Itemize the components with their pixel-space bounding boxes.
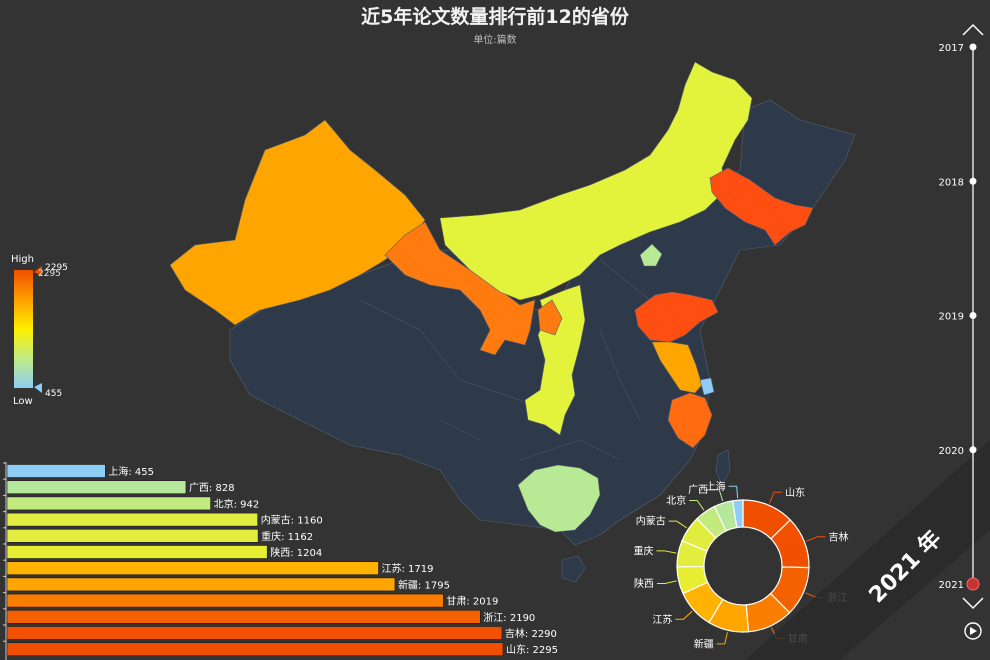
- play-icon[interactable]: [970, 627, 977, 635]
- donut-leader-line: [668, 520, 687, 529]
- timeline-label-2017[interactable]: 2017: [939, 43, 964, 54]
- timeline[interactable]: 2017 2018 2019 2020 2021: [939, 23, 984, 640]
- bar-陕西[interactable]: [6, 545, 268, 559]
- map-region-zhejiang: [667, 392, 713, 449]
- donut-leader-line: [768, 491, 783, 504]
- map-region-beijing: [639, 243, 663, 267]
- donut-leader-line: [656, 550, 677, 554]
- map-region-guangxi: [517, 464, 601, 533]
- visual-map-min-handle-icon[interactable]: [34, 383, 42, 393]
- map-region-shaanxi: [524, 284, 586, 436]
- map-region-ningxia: [537, 299, 563, 336]
- timeline-next-icon[interactable]: [962, 597, 984, 610]
- play-button-circle[interactable]: [964, 622, 982, 640]
- bar-江苏[interactable]: [6, 561, 379, 576]
- bar-山东[interactable]: [6, 642, 504, 657]
- donut-label-内蒙古: 内蒙古: [636, 515, 666, 528]
- donut-label-上海: 上海: [706, 480, 726, 493]
- bar-label-江苏: 江苏: 1719: [382, 562, 434, 575]
- chart-title: 近5年论文数量排行前12的省份: [361, 6, 629, 28]
- bar-label-吉林: 吉林: 2290: [505, 627, 557, 640]
- bar-广西[interactable]: [6, 480, 187, 495]
- chart-subtitle: 单位:篇数: [473, 35, 517, 46]
- timeline-prev-icon[interactable]: [962, 23, 984, 36]
- timeline-play-button[interactable]: [964, 622, 982, 640]
- visual-map-max-value: 2295: [45, 263, 68, 273]
- map-internal-borders: [359, 259, 700, 461]
- map-region-neimenggu: [439, 61, 753, 301]
- donut-label-广西: 广西: [688, 484, 708, 496]
- visual-map-high-label: High: [11, 254, 34, 265]
- donut-label-北京: 北京: [666, 494, 686, 507]
- timeline-point-2019[interactable]: [969, 312, 977, 319]
- bar-label-内蒙古: 内蒙古: 1160: [261, 514, 323, 527]
- timeline-point-2020[interactable]: [969, 446, 977, 454]
- donut-leader-line: [728, 485, 739, 499]
- bar-吉林[interactable]: [6, 626, 503, 640]
- bar-上海[interactable]: [6, 464, 106, 478]
- bar-label-甘肃: 甘肃: 2019: [446, 595, 498, 608]
- bar-label-重庆: 重庆: 1162: [261, 530, 313, 543]
- donut-label-重庆: 重庆: [633, 544, 653, 557]
- bar-浙江[interactable]: [6, 609, 481, 624]
- bar-label-新疆: 新疆: 1795: [398, 578, 450, 591]
- donut-label-新疆: 新疆: [694, 637, 714, 650]
- map-region-shandong: [634, 291, 719, 343]
- map-region-shanghai: [699, 377, 715, 396]
- visual-map-max-handle-icon[interactable]: [34, 266, 42, 276]
- donut-label-陕西: 陕西: [634, 577, 654, 590]
- bar-label-北京: 北京: 942: [214, 497, 260, 510]
- timeline-label-2020[interactable]: 2020: [939, 446, 964, 457]
- bar-内蒙古[interactable]: [6, 512, 259, 527]
- donut-leader-line: [806, 536, 826, 542]
- bar-label-上海: 上海: 455: [108, 465, 154, 478]
- map-region-jiangsu: [651, 341, 703, 394]
- donut-label-吉林: 吉林: [828, 530, 848, 543]
- donut-label-江苏: 江苏: [652, 613, 672, 626]
- donut-leader-line: [675, 610, 693, 620]
- visual-map-legend[interactable]: High 2295 2295 455 Low: [11, 254, 68, 407]
- year-banner-strip: [745, 440, 990, 660]
- visual-map-max-value-shadow: 2295: [38, 269, 61, 279]
- donut-label-山东: 山东: [785, 486, 805, 499]
- visual-map-gradient-bar[interactable]: [14, 270, 33, 388]
- bar-新疆[interactable]: [6, 577, 396, 592]
- map-region-taiwan: [715, 449, 731, 486]
- donut-leader-line: [656, 580, 677, 585]
- timeline-label-2021[interactable]: 2021: [939, 580, 964, 591]
- map-region-gansu: [384, 221, 536, 356]
- timeline-point-2018[interactable]: [969, 177, 977, 185]
- bar-label-浙江: 浙江: 2190: [483, 612, 535, 624]
- bar-label-广西: 广西: 828: [189, 482, 235, 494]
- timeline-label-2018[interactable]: 2018: [939, 177, 964, 188]
- china-map: [169, 61, 856, 583]
- bar-甘肃[interactable]: [6, 593, 444, 608]
- bar-北京[interactable]: [6, 496, 211, 511]
- timeline-point-2017[interactable]: [969, 43, 977, 51]
- donut-leader-line: [689, 499, 705, 511]
- bar-重庆[interactable]: [6, 528, 259, 543]
- bar-label-陕西: 陕西: 1204: [270, 546, 322, 559]
- visual-map-low-label: Low: [13, 396, 33, 407]
- donut-leader-line: [711, 489, 724, 502]
- timeline-label-2019[interactable]: 2019: [939, 312, 964, 323]
- bar-label-山东: 山东: 2295: [506, 643, 558, 656]
- donut-leader-line: [716, 632, 728, 645]
- map-region-hainan: [561, 555, 586, 583]
- visual-map-min-value: 455: [45, 389, 62, 399]
- donut-slice-上海[interactable]: [731, 499, 744, 529]
- map-region-jilin: [709, 167, 814, 246]
- map-region-xinjiang: [169, 119, 426, 326]
- timeline-point-2021[interactable]: [966, 577, 980, 591]
